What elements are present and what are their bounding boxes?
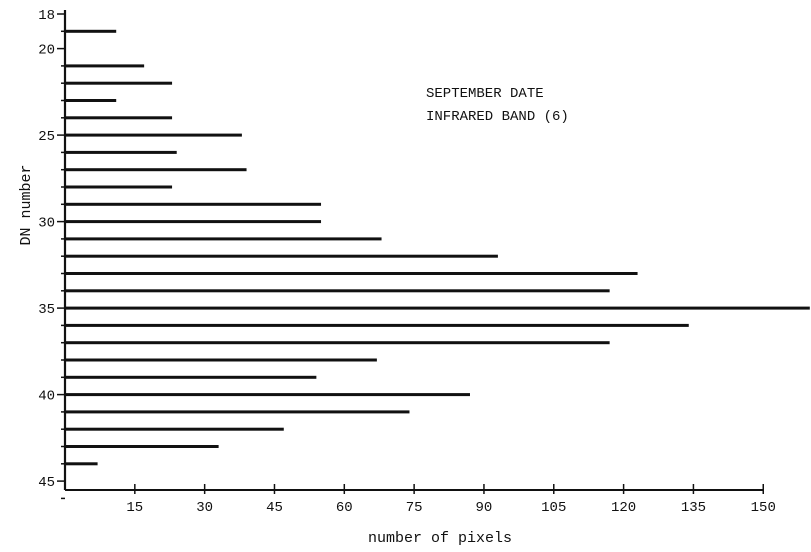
x-ticks-group: 15 30 45 60 75 90 105 120 135 150 — [126, 484, 776, 516]
annotation-line-2: INFRARED BAND (6) — [426, 109, 569, 125]
x-tick-label-30: 30 — [196, 500, 213, 516]
bar-dn-34 — [65, 289, 610, 293]
x-tick-label-45: 45 — [266, 500, 283, 516]
bar-dn-39 — [65, 375, 317, 379]
bar-dn-30 — [65, 220, 322, 224]
bar-dn-41 — [65, 410, 410, 414]
y-tick-label-40: 40 — [38, 389, 55, 405]
bar-dn-29 — [65, 202, 322, 206]
x-tick-label-135: 135 — [681, 500, 706, 516]
bar-dn-44 — [65, 462, 98, 466]
x-tick-label-15: 15 — [126, 500, 143, 516]
bar-dn-35 — [65, 306, 810, 310]
bar-dn-43 — [65, 445, 219, 448]
bar-dn-37 — [65, 341, 610, 345]
x-tick-label-105: 105 — [541, 500, 566, 516]
bar-dn-24 — [65, 116, 173, 120]
y-tick-label-30: 30 — [38, 216, 55, 232]
bar-dn-40 — [65, 393, 470, 397]
bar-dn-25 — [65, 133, 242, 137]
bar-dn-19 — [65, 29, 117, 33]
bar-dn-22 — [65, 81, 173, 85]
bar-dn-32 — [65, 254, 498, 258]
bar-dn-27 — [65, 168, 247, 172]
annotation-line-1: SEPTEMBER DATE — [426, 86, 544, 102]
bar-dn-36 — [65, 323, 689, 327]
bar-dn-26 — [65, 150, 177, 154]
y-tick-label-35: 35 — [38, 302, 55, 318]
x-tick-label-75: 75 — [406, 500, 423, 516]
y-axis-label: DN number — [18, 164, 35, 245]
y-tick-label-20: 20 — [38, 43, 55, 59]
y-tick-label-25: 25 — [38, 129, 55, 145]
bar-dn-31 — [65, 237, 382, 241]
x-tick-label-90: 90 — [476, 500, 493, 516]
bar-dn-23 — [65, 99, 117, 102]
y-tick-label-45: 45 — [38, 475, 55, 491]
x-tick-label-120: 120 — [611, 500, 636, 516]
bar-dn-21 — [65, 64, 145, 68]
y-ticks-group: 18 20 25 30 35 40 45 — [38, 8, 65, 500]
x-axis-label: number of pixels — [368, 530, 512, 547]
x-tick-label-60: 60 — [336, 500, 353, 516]
y-tick-label-18: 18 — [38, 8, 55, 24]
x-tick-label-150: 150 — [751, 500, 776, 516]
bar-dn-33 — [65, 272, 638, 275]
bar-dn-42 — [65, 427, 284, 431]
bar-dn-28 — [65, 185, 173, 189]
bars-group — [65, 29, 810, 466]
bar-dn-38 — [65, 358, 377, 362]
